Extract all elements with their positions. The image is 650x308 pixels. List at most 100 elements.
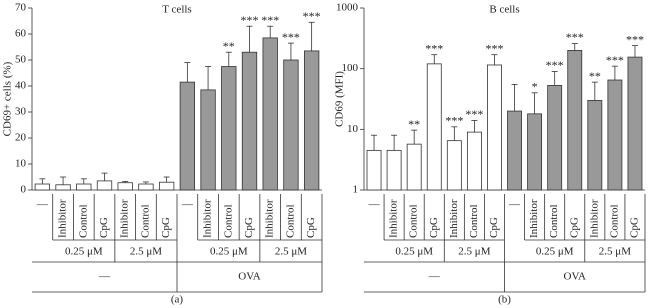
bar bbox=[487, 64, 502, 191]
subgroup-label: 0.25 μM bbox=[536, 246, 574, 258]
bar bbox=[158, 181, 175, 191]
x-tick-label: Control bbox=[77, 204, 89, 238]
bar bbox=[117, 182, 133, 191]
bar bbox=[587, 99, 603, 191]
y-tick-label: 10 bbox=[347, 123, 359, 135]
significance: *** bbox=[445, 114, 463, 128]
x-tick-label: Control bbox=[284, 204, 296, 238]
bar bbox=[466, 131, 482, 191]
x-tick-label: Control bbox=[548, 204, 560, 238]
significance: *** bbox=[303, 9, 321, 23]
x-tick-label: — bbox=[508, 199, 521, 211]
subgroup-label: 2.5 μM bbox=[130, 246, 162, 258]
significance: *** bbox=[546, 58, 564, 72]
bar bbox=[366, 149, 382, 191]
y-tick-label: 70 bbox=[15, 2, 27, 14]
bar bbox=[446, 140, 462, 191]
significance: *** bbox=[566, 30, 584, 44]
subgroup-label: 2.5 μM bbox=[599, 246, 631, 258]
bar bbox=[283, 59, 299, 191]
bar bbox=[386, 149, 402, 191]
y-tick-label: 1000 bbox=[336, 2, 359, 14]
x-tick-label: Inhibitor bbox=[388, 199, 400, 238]
bar bbox=[138, 183, 154, 191]
significance: ** bbox=[408, 117, 420, 131]
bar bbox=[426, 63, 442, 191]
chart-title: T cells bbox=[162, 4, 191, 16]
x-tick-label: CpG bbox=[243, 217, 255, 238]
x-tick-label: CpG bbox=[568, 217, 580, 238]
y-tick-label: 40 bbox=[15, 80, 27, 92]
group-label: — bbox=[98, 271, 111, 283]
bar bbox=[55, 184, 71, 191]
significance: *** bbox=[261, 13, 279, 27]
y-tick-label: 1 bbox=[353, 184, 359, 196]
x-tick-label: CpG bbox=[628, 217, 640, 238]
x-tick-label: — bbox=[181, 199, 194, 211]
x-tick-label: CpG bbox=[305, 217, 317, 238]
x-tick-label: CpG bbox=[428, 217, 440, 238]
significance: *** bbox=[465, 107, 483, 121]
bar bbox=[547, 84, 563, 191]
bar bbox=[627, 56, 643, 191]
y-tick-label: 0 bbox=[21, 184, 27, 196]
x-tick-label: Inhibitor bbox=[264, 199, 276, 238]
chart-title: B cells bbox=[489, 4, 519, 16]
y-tick-label: 60 bbox=[15, 28, 27, 40]
y-axis-label: CD69+ cells (%) bbox=[2, 61, 14, 136]
bar bbox=[96, 180, 113, 191]
subgroup-label: 0.25 μM bbox=[210, 246, 248, 258]
bar bbox=[527, 113, 543, 191]
x-tick-label: Control bbox=[608, 204, 620, 238]
group-label: OVA bbox=[564, 271, 586, 283]
x-tick-label: — bbox=[368, 199, 381, 211]
y-tick-label: 30 bbox=[15, 106, 27, 118]
x-tick-label: CpG bbox=[488, 217, 500, 238]
significance: ** bbox=[589, 69, 601, 83]
significance: ** bbox=[223, 39, 235, 53]
y-tick-label: 50 bbox=[15, 54, 27, 66]
bar bbox=[607, 79, 623, 191]
significance: *** bbox=[485, 41, 503, 55]
bar bbox=[507, 110, 522, 191]
subgroup-label: 2.5 μM bbox=[275, 246, 307, 258]
x-tick-label: CpG bbox=[160, 217, 172, 238]
x-tick-label: Inhibitor bbox=[57, 199, 69, 238]
x-tick-label: Inhibitor bbox=[528, 199, 540, 238]
x-tick-label: Control bbox=[468, 204, 480, 238]
bar bbox=[76, 183, 92, 191]
x-tick-label: Control bbox=[222, 204, 234, 238]
x-tick-label: Inhibitor bbox=[202, 199, 214, 238]
significance: *** bbox=[626, 32, 644, 46]
bar bbox=[241, 51, 258, 191]
subgroup-label: 2.5 μM bbox=[458, 246, 490, 258]
significance: *** bbox=[425, 41, 443, 55]
x-tick-label: Inhibitor bbox=[588, 199, 600, 238]
x-tick-label: Inhibitor bbox=[119, 199, 131, 238]
subgroup-label: 0.25 μM bbox=[65, 246, 103, 258]
caption: (b) bbox=[498, 294, 511, 306]
significance: * bbox=[532, 80, 538, 94]
bar bbox=[200, 89, 216, 191]
bar bbox=[567, 50, 583, 191]
y-tick-label: 10 bbox=[15, 158, 27, 170]
y-tick-label: 20 bbox=[15, 132, 27, 144]
group-label: OVA bbox=[238, 271, 260, 283]
bar bbox=[179, 81, 196, 191]
x-tick-label: Inhibitor bbox=[448, 199, 460, 238]
significance: *** bbox=[241, 13, 259, 27]
bar bbox=[303, 50, 320, 191]
significance: *** bbox=[606, 53, 624, 67]
bar bbox=[262, 37, 278, 191]
caption: (a) bbox=[171, 294, 184, 306]
bar bbox=[221, 66, 237, 191]
bar bbox=[34, 183, 51, 191]
y-axis-label: CD69 (MFI) bbox=[334, 71, 346, 127]
subgroup-label: 0.25 μM bbox=[395, 246, 433, 258]
x-tick-label: — bbox=[36, 199, 49, 211]
x-tick-label: CpG bbox=[98, 217, 110, 238]
y-tick-label: 100 bbox=[342, 62, 359, 74]
x-tick-label: Control bbox=[139, 204, 151, 238]
bar bbox=[406, 143, 422, 191]
